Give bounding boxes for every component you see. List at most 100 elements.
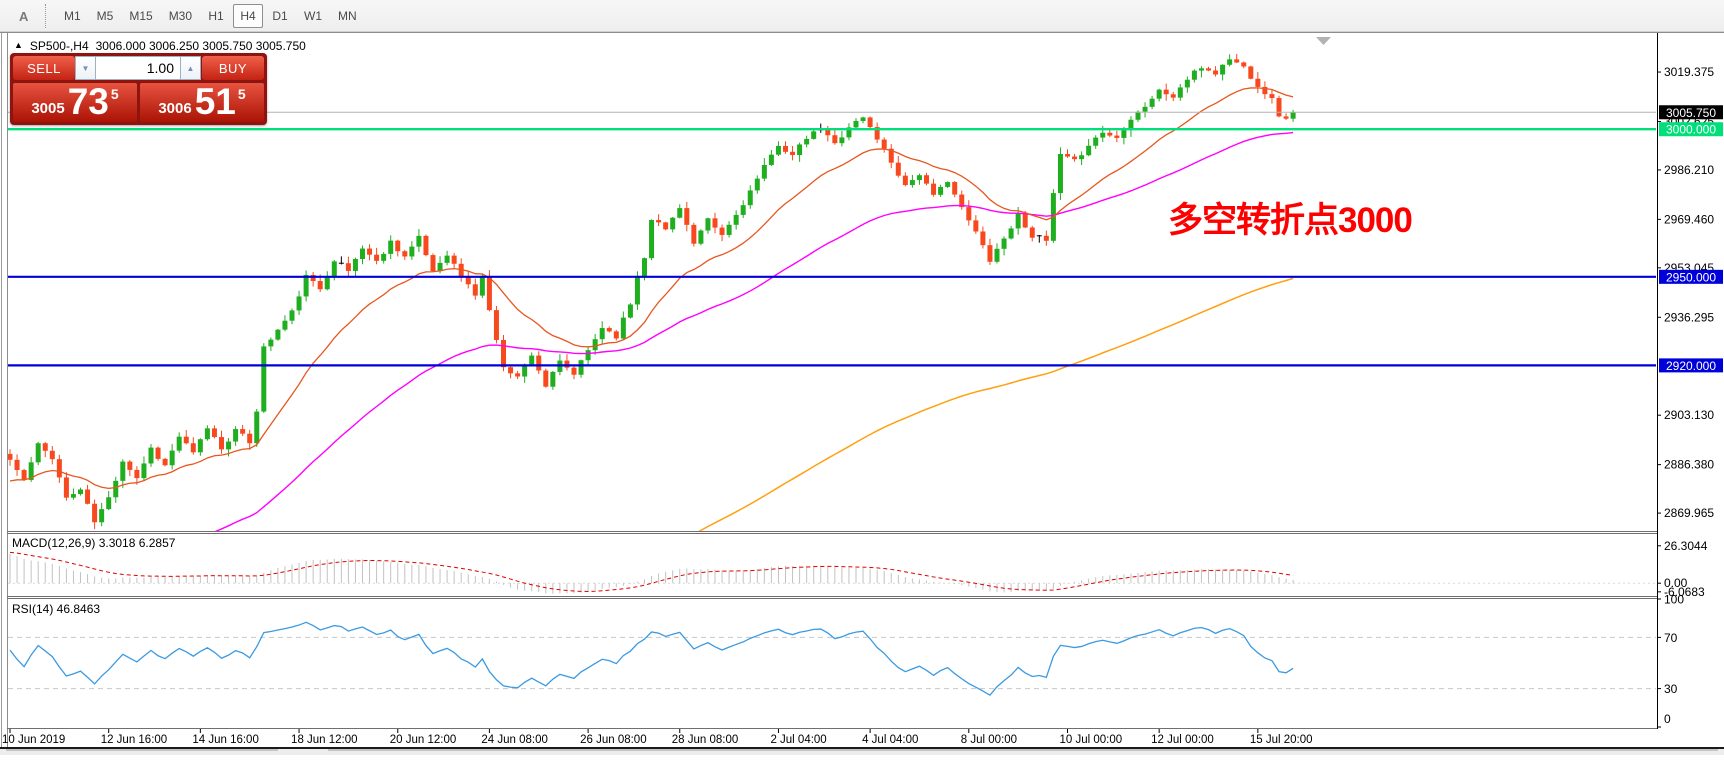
candle-body [1170, 94, 1176, 98]
candle-body [1128, 119, 1134, 131]
candle-body [1213, 70, 1219, 75]
candle-body [719, 227, 725, 235]
time-tick-label: 4 Jul 04:00 [862, 734, 918, 746]
candle-body [691, 224, 697, 244]
candle-body [35, 443, 41, 463]
candle-body [310, 274, 316, 282]
candle-body [155, 447, 161, 459]
candle-body [775, 145, 781, 155]
collapse-triangle-icon[interactable]: ▲ [14, 40, 23, 50]
time-tick-label: 10 Jul 00:00 [1060, 734, 1123, 746]
symbol-title: SP500-,H4 [29, 39, 89, 53]
candle-body [522, 364, 528, 377]
timeframe-w1-button[interactable]: W1 [297, 4, 329, 28]
candle-body [536, 355, 542, 371]
volume-decrease-button[interactable]: ▼ [75, 56, 96, 80]
candle-body [888, 148, 894, 163]
candle-body [451, 255, 457, 264]
candle-body [945, 182, 951, 187]
macd-layer [8, 551, 1656, 594]
candle-body [1086, 145, 1092, 156]
candle-body [8, 453, 13, 460]
timeframe-m1-button[interactable]: M1 [57, 4, 88, 28]
candle-body [141, 463, 147, 479]
candle-body [402, 251, 408, 257]
candle-body [1234, 59, 1240, 63]
bottom-panel-strip [0, 749, 1724, 755]
candle-body [1065, 154, 1070, 157]
candle-body [613, 331, 619, 339]
timeframe-m30-button[interactable]: M30 [162, 4, 199, 28]
candle-body [1156, 89, 1162, 99]
candle-body [437, 262, 443, 272]
candle-body [916, 175, 922, 181]
sell-button[interactable]: SELL [13, 56, 75, 80]
ma-mid-line [214, 131, 1294, 531]
candle-body [1107, 132, 1113, 136]
rsi-tick-label: 0 [1664, 712, 1671, 726]
candle-body [120, 461, 126, 481]
candle-body [902, 175, 908, 186]
candle-body [1269, 94, 1275, 99]
candle-body [1262, 86, 1268, 95]
candle-body [282, 320, 288, 330]
current-price-badge-label: 3005.750 [1666, 106, 1716, 120]
candle-body [825, 129, 831, 136]
candle-body [867, 117, 873, 128]
candle-body [938, 186, 944, 195]
candle-body [1163, 89, 1169, 95]
ask-price-display[interactable]: 3006 51 5 [140, 83, 264, 122]
candle-body [1198, 68, 1204, 71]
text-label-icon[interactable]: A [6, 3, 36, 29]
candle-body [14, 459, 20, 471]
timeframe-m5-button[interactable]: M5 [90, 4, 121, 28]
candle-body [367, 248, 373, 255]
timeframe-m15-button[interactable]: M15 [122, 4, 159, 28]
candle-body [486, 276, 492, 311]
timeframe-d1-button[interactable]: D1 [265, 4, 295, 28]
scroll-to-end-icon[interactable] [1316, 37, 1331, 45]
timeframe-h1-button[interactable]: H1 [201, 4, 231, 28]
candle-body [853, 120, 859, 128]
candle-body [620, 317, 626, 339]
bid-price-display[interactable]: 3005 73 5 [13, 83, 137, 122]
ask-pips: 51 [194, 81, 236, 123]
candle-body [1093, 137, 1099, 146]
price-tick-label: 3019.375 [1664, 65, 1714, 79]
ohlc-readout: 3006.000 3006.250 3005.750 3005.750 [95, 39, 306, 53]
candle-body [832, 135, 838, 144]
price-tick-label: 2986.210 [1664, 163, 1714, 177]
candle-body [1001, 238, 1007, 249]
chart-plot-area[interactable] [8, 33, 1656, 531]
svg-text:A: A [19, 9, 29, 24]
candle-body [176, 436, 182, 451]
volume-input[interactable] [96, 56, 180, 80]
candle-body [797, 144, 803, 156]
timeframe-h4-button[interactable]: H4 [233, 3, 264, 28]
buy-button[interactable]: BUY [202, 56, 264, 80]
candle-body [268, 339, 274, 347]
one-click-trading-panel: SELL ▼ ▲ BUY 3005 73 5 3006 51 5 [10, 53, 267, 125]
candle-body [698, 230, 704, 244]
candle-body [1029, 227, 1035, 238]
rsi-tick-label: 70 [1664, 631, 1678, 645]
candle-body [197, 439, 203, 453]
candle-body [931, 183, 937, 195]
chart-text-annotation[interactable]: 多空转折点3000 [1168, 201, 1413, 240]
price-chart-canvas: MACD(12,26,9) 3.3018 6.2857 RSI(14) 46.84… [0, 32, 1724, 755]
price-tick-label: 2869.965 [1664, 506, 1714, 520]
candle-body [254, 411, 260, 444]
candle-body [1248, 66, 1254, 79]
volume-increase-button[interactable]: ▲ [180, 56, 201, 80]
timeframe-mn-button[interactable]: MN [331, 4, 364, 28]
candle-body [331, 261, 337, 277]
candle-body [508, 367, 514, 374]
level-2920-badge-label: 2920.000 [1666, 359, 1716, 373]
ask-pipette: 5 [237, 86, 246, 102]
candle-body [895, 162, 901, 176]
candle-body [148, 447, 154, 464]
candle-body [1008, 228, 1014, 239]
candle-body [444, 255, 450, 263]
candle-body [599, 328, 605, 340]
